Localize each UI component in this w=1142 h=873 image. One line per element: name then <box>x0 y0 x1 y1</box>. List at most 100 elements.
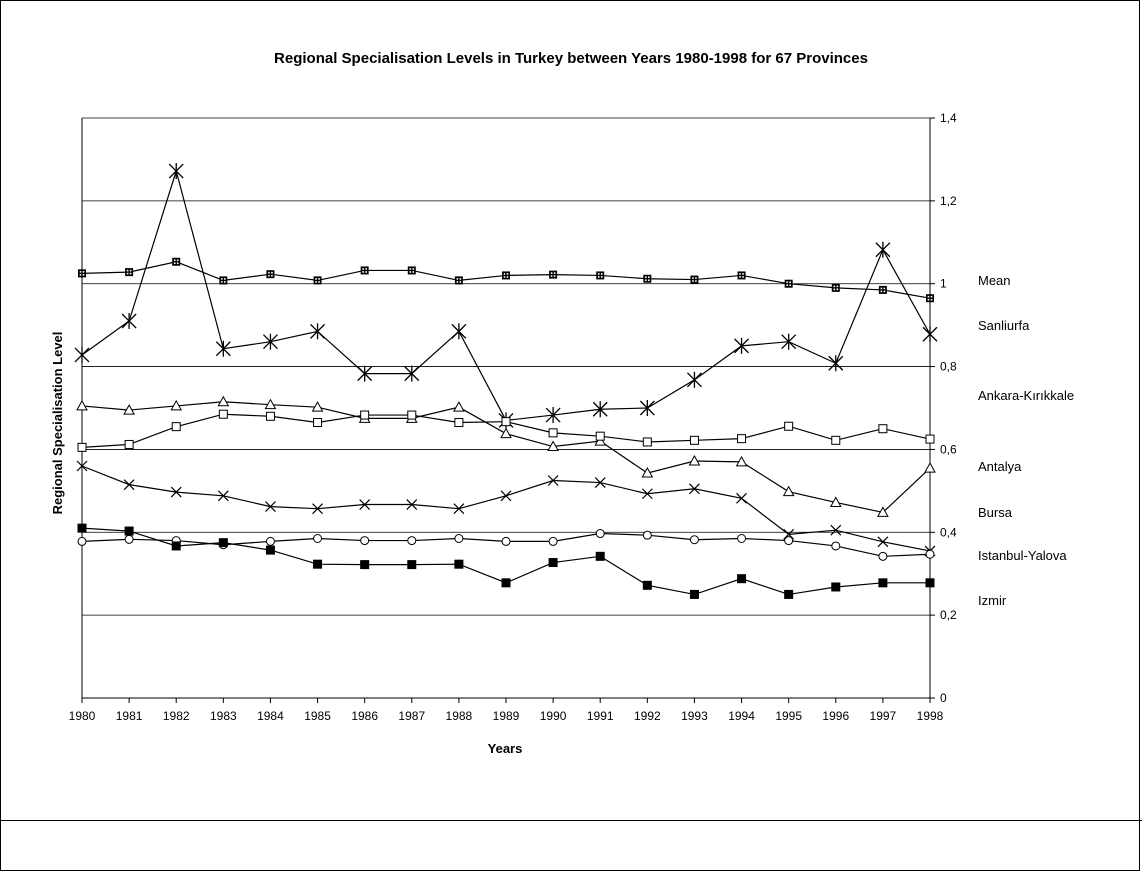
plot-area: 0 0,2 0,4 0,6 0,8 1 1,2 1,4 1980 1981 1982 1983 1984… <box>69 111 1074 723</box>
istanbul-yalova-point <box>878 551 888 561</box>
antalya-point <box>313 418 323 427</box>
x-tick-label: 1991 <box>587 709 614 723</box>
izmir-point <box>265 545 275 555</box>
istanbul-yalova-point <box>454 534 464 543</box>
izmir-point <box>689 589 699 599</box>
sanliurfa-point <box>168 163 184 180</box>
bursa-point <box>312 503 323 515</box>
izmir-point <box>737 574 747 584</box>
antalya-point <box>878 424 888 434</box>
antalya-point <box>454 418 464 427</box>
x-tick-label: 1994 <box>728 709 755 723</box>
ankara-k-r-kkale-point <box>453 401 465 412</box>
sanliurfa-point <box>875 241 891 258</box>
bursa-point <box>736 492 747 504</box>
y-tick-label: 1 <box>940 277 947 291</box>
sanliurfa-point <box>262 333 278 350</box>
izmir-point <box>171 541 181 551</box>
izmir-point <box>407 560 417 570</box>
izmir-point <box>548 558 558 568</box>
x-tick-label: 1996 <box>822 709 849 723</box>
antalya-point <box>360 410 370 420</box>
sanliurfa-point <box>357 365 373 382</box>
istanbul-yalova-point <box>548 536 558 546</box>
sanliurfa-point <box>781 333 797 350</box>
mean-point <box>172 257 181 266</box>
antalya-point <box>689 435 699 445</box>
y-tick-label: 1,4 <box>940 111 957 125</box>
series-line-mean <box>81 261 931 299</box>
legend-label-bursa: Bursa <box>978 505 1013 520</box>
izmir-point <box>77 523 87 533</box>
mean-point <box>831 283 840 292</box>
mean-point <box>78 269 86 278</box>
ankara-k-r-kkale-point <box>76 399 88 411</box>
legend-label-istanbul-yalova: Istanbul-Yalova <box>978 548 1067 563</box>
ankara-k-r-kkale-point <box>217 395 230 407</box>
istanbul-yalova-point <box>595 529 605 539</box>
y-tick-label: 0 <box>940 691 947 705</box>
chart-title: Regional Specialisation Levels in Turkey… <box>274 50 868 67</box>
istanbul-yalova-point <box>360 536 370 546</box>
mean-point <box>784 279 793 288</box>
antalya-point <box>737 434 747 444</box>
ankara-k-r-kkale-point <box>500 427 512 439</box>
antalya-point <box>784 421 794 431</box>
bursa-point <box>217 490 229 502</box>
antalya-point <box>548 428 558 438</box>
ankara-k-r-kkale-point <box>782 485 795 497</box>
ankara-k-r-kkale-point <box>829 496 842 507</box>
mean-point <box>454 276 463 285</box>
mean-point <box>878 285 887 294</box>
istanbul-yalova-point <box>784 536 794 546</box>
x-tick-label: 1981 <box>116 709 143 723</box>
bursa-point <box>500 490 512 502</box>
istanbul-yalova-point <box>689 535 699 545</box>
bursa-point <box>406 499 418 510</box>
mean-point <box>737 271 746 280</box>
mean-point <box>596 271 605 280</box>
istanbul-yalova-point <box>831 541 841 551</box>
x-tick-label: 1985 <box>304 709 331 723</box>
y-tick-label: 0,2 <box>940 608 957 622</box>
mean-point <box>360 266 369 275</box>
x-tick-label: 1998 <box>917 709 944 723</box>
mean-point <box>502 271 510 280</box>
mean-point <box>125 268 134 277</box>
ankara-k-r-kkale-point <box>735 455 748 467</box>
sanliurfa-point <box>310 323 326 340</box>
bursa-point <box>359 499 371 510</box>
bursa-point <box>877 536 889 548</box>
izmir-point <box>360 560 370 570</box>
antalya-point <box>595 431 605 441</box>
mean-point <box>643 274 652 283</box>
bursa-point <box>830 524 842 536</box>
bursa-point <box>265 501 276 513</box>
izmir-point <box>454 559 464 569</box>
ankara-k-r-kkale-point <box>311 401 324 412</box>
sanliurfa-point <box>404 365 420 382</box>
legend-label-izmir: Izmir <box>978 593 1007 608</box>
izmir-point <box>784 589 794 599</box>
x-tick-label: 1989 <box>493 709 520 723</box>
x-tick-label: 1982 <box>163 709 190 723</box>
sanliurfa-point <box>734 337 750 354</box>
izmir-point <box>313 559 323 569</box>
mean-point <box>313 276 322 285</box>
mean-point <box>549 270 558 279</box>
sanliurfa-point <box>686 371 702 388</box>
y-tick-label: 0,8 <box>940 360 957 374</box>
legend-label-antalya: Antalya <box>978 459 1022 474</box>
istanbul-yalova-point <box>407 536 417 546</box>
x-axis-label: Years <box>488 741 523 756</box>
sanliurfa-point <box>639 400 655 416</box>
bursa-point <box>641 488 653 500</box>
sanliurfa-point <box>828 355 844 372</box>
ankara-k-r-kkale-point <box>924 462 936 473</box>
bursa-point <box>689 483 700 495</box>
antalya-point <box>124 439 134 449</box>
antalya-point <box>265 411 275 421</box>
x-tick-label: 1995 <box>775 709 802 723</box>
legend-label-ankara-k-r-kkale: Ankara-Kırıkkale <box>978 388 1074 403</box>
sanliurfa-point <box>74 346 90 363</box>
